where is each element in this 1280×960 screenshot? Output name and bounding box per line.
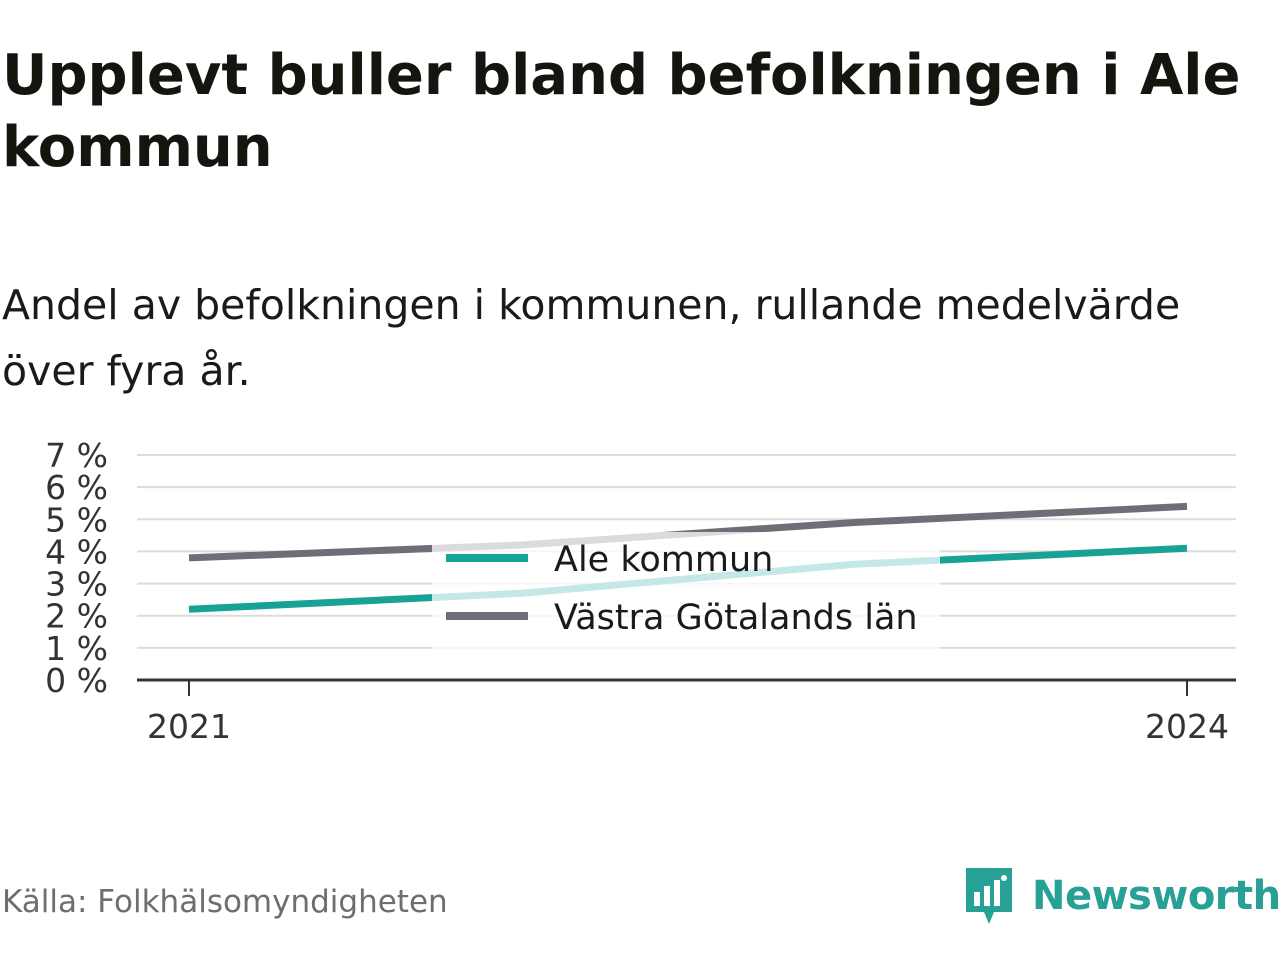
x-tick-label: 2024: [1145, 707, 1229, 746]
line-chart: 0 %1 %2 %3 %4 %5 %6 %7 % 2021 2024 Ale ko…: [45, 436, 1236, 746]
legend-label-vastra-gotaland: Västra Götalands län: [554, 598, 918, 638]
legend-label-ale: Ale kommun: [554, 540, 773, 580]
newsworthy-logo-icon: [966, 868, 1012, 924]
legend: Ale kommun Västra Götalands län: [432, 532, 940, 650]
brand-name: Newsworthy: [1032, 873, 1280, 919]
y-tick-label: 0 %: [45, 661, 108, 700]
x-axis-ticks: 2021 2024: [147, 680, 1229, 746]
y-tick-label: 3 %: [45, 565, 108, 604]
y-axis-labels: 0 %1 %2 %3 %4 %5 %6 %7 %: [45, 436, 108, 700]
y-tick-label: 2 %: [45, 597, 108, 636]
chart-subtitle: Andel av befolkningen i kommunen, rullan…: [2, 281, 1181, 395]
y-tick-label: 7 %: [45, 436, 108, 475]
y-tick-label: 5 %: [45, 500, 108, 539]
x-tick-label: 2021: [147, 707, 231, 746]
source-note: Källa: Folkhälsomyndigheten: [2, 884, 448, 920]
y-tick-label: 6 %: [45, 468, 108, 507]
brand-logo: Newsworthy: [964, 864, 1280, 928]
y-tick-label: 4 %: [45, 532, 108, 571]
y-tick-label: 1 %: [45, 629, 108, 668]
chart-title: Upplevt buller bland befolkningen i Ale …: [2, 43, 1241, 180]
